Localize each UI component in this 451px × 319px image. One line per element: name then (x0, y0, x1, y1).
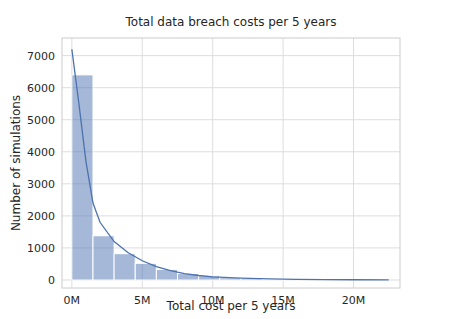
grid-line (142, 38, 143, 288)
grid-line (62, 183, 400, 184)
chart: 010002000300040005000600070000M5M10M15M2… (0, 0, 451, 319)
title: Total data breach costs per 5 years (125, 15, 337, 29)
histogram-bar (114, 254, 135, 280)
tick-label: 4000 (27, 146, 55, 159)
grid-line (62, 87, 400, 88)
x-axis-label: Total cost per 5 years (166, 299, 296, 313)
y-axis-label: Number of simulations (9, 95, 23, 231)
tick-label: 5000 (27, 114, 55, 127)
tick-label: 7000 (27, 50, 55, 63)
grid-line (62, 55, 400, 56)
grid-line (212, 38, 213, 288)
grid-line (62, 119, 400, 120)
grid-line (62, 215, 400, 216)
tick-label: 0 (48, 274, 55, 287)
tick-label: 5M (134, 294, 151, 307)
plot-frame (62, 38, 400, 288)
histogram-bar (72, 75, 93, 280)
plot-background (62, 38, 400, 288)
tick-label: 1000 (27, 242, 55, 255)
histogram-bar (93, 236, 114, 280)
tick-label: 6000 (27, 82, 55, 95)
tick-label: 2000 (27, 210, 55, 223)
tick-label: 20M (342, 294, 366, 307)
plot-marks (72, 49, 389, 280)
kde-line (72, 49, 389, 280)
grid-line (283, 38, 284, 288)
grid-line (353, 38, 354, 288)
tick-label: 3000 (27, 178, 55, 191)
tick-label: 0M (64, 294, 81, 307)
grid-line (62, 151, 400, 152)
